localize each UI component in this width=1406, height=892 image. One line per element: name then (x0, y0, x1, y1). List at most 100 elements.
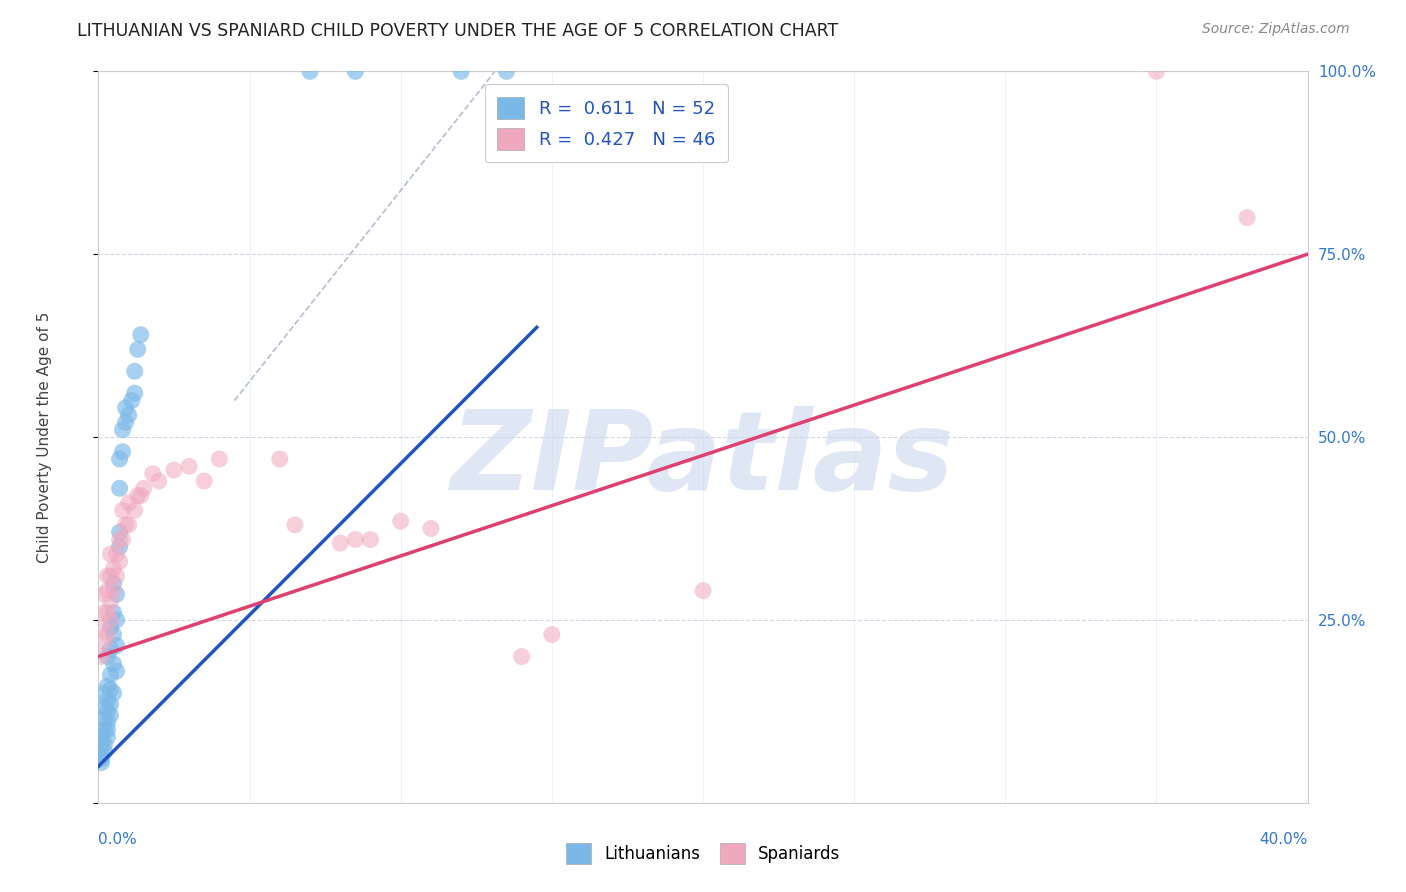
Legend: R =  0.611   N = 52, R =  0.427   N = 46: R = 0.611 N = 52, R = 0.427 N = 46 (485, 84, 728, 162)
Text: Child Poverty Under the Age of 5: Child Poverty Under the Age of 5 (37, 311, 52, 563)
Point (93, 712, 115, 726)
Point (108, 533, 131, 547)
Point (90, 737, 112, 751)
Point (108, 481, 131, 495)
Point (148, 474, 170, 488)
Point (100, 613, 122, 627)
Point (108, 452, 131, 467)
Point (100, 697, 122, 711)
Text: LITHUANIAN VS SPANIARD CHILD POVERTY UNDER THE AGE OF 5 CORRELATION CHART: LITHUANIAN VS SPANIARD CHILD POVERTY UND… (77, 22, 838, 40)
Point (269, 452, 291, 467)
Point (389, 514, 412, 528)
Point (118, 408, 141, 422)
Point (105, 664, 128, 678)
Point (142, 467, 165, 481)
Point (208, 452, 231, 467)
Text: 40.0%: 40.0% (1260, 832, 1308, 847)
Point (93, 587, 115, 601)
Point (96, 649, 118, 664)
Point (103, 576, 125, 591)
Point (96, 730, 118, 744)
Point (87, 752, 110, 766)
Text: ZIPatlas: ZIPatlas (451, 406, 955, 513)
Point (193, 474, 215, 488)
Point (163, 463, 186, 477)
Point (118, 496, 141, 510)
Point (114, 517, 136, 532)
Point (105, 613, 128, 627)
Point (111, 423, 134, 437)
Text: 0.0%: 0.0% (98, 832, 138, 847)
Point (103, 562, 125, 576)
Point (93, 606, 115, 620)
Point (1236, 211, 1258, 225)
Point (93, 635, 115, 649)
Point (100, 667, 122, 681)
Point (360, 533, 382, 547)
Point (1144, 64, 1167, 78)
Point (100, 594, 122, 608)
Point (96, 627, 118, 641)
Point (103, 627, 125, 641)
Point (103, 606, 125, 620)
Point (124, 364, 146, 378)
Point (90, 649, 112, 664)
Point (129, 489, 152, 503)
Point (100, 620, 122, 634)
Point (100, 708, 122, 723)
Point (90, 756, 112, 770)
Point (100, 569, 122, 583)
Point (129, 327, 152, 342)
Point (692, 583, 714, 598)
Point (108, 525, 131, 540)
Point (114, 416, 136, 430)
Point (93, 737, 115, 751)
Point (111, 444, 134, 458)
Point (100, 682, 122, 697)
Point (96, 705, 118, 719)
Point (284, 517, 307, 532)
Point (100, 642, 122, 657)
Point (93, 745, 115, 759)
Point (103, 657, 125, 671)
Point (93, 686, 115, 700)
Point (450, 64, 472, 78)
Point (111, 533, 134, 547)
Point (127, 343, 149, 357)
Point (105, 639, 128, 653)
Point (495, 64, 517, 78)
Point (420, 521, 443, 535)
Point (96, 583, 118, 598)
Point (105, 569, 128, 583)
Point (344, 64, 367, 78)
Point (344, 533, 367, 547)
Point (93, 700, 115, 714)
Point (108, 540, 131, 554)
Point (90, 748, 112, 763)
Point (299, 64, 322, 78)
Point (96, 606, 118, 620)
Point (108, 554, 131, 568)
Point (179, 459, 201, 474)
Point (96, 715, 118, 730)
Point (96, 723, 118, 737)
Point (540, 627, 562, 641)
Legend: Lithuanians, Spaniards: Lithuanians, Spaniards (558, 837, 848, 871)
Point (96, 693, 118, 707)
Point (118, 517, 141, 532)
Point (127, 489, 149, 503)
Point (103, 686, 125, 700)
Point (90, 730, 112, 744)
Point (105, 547, 128, 561)
Point (90, 752, 112, 766)
Point (121, 393, 143, 408)
Point (111, 503, 134, 517)
Point (132, 481, 155, 495)
Point (90, 620, 112, 634)
Point (124, 503, 146, 517)
Point (100, 547, 122, 561)
Point (124, 386, 146, 401)
Point (510, 649, 533, 664)
Point (114, 401, 136, 415)
Point (96, 569, 118, 583)
